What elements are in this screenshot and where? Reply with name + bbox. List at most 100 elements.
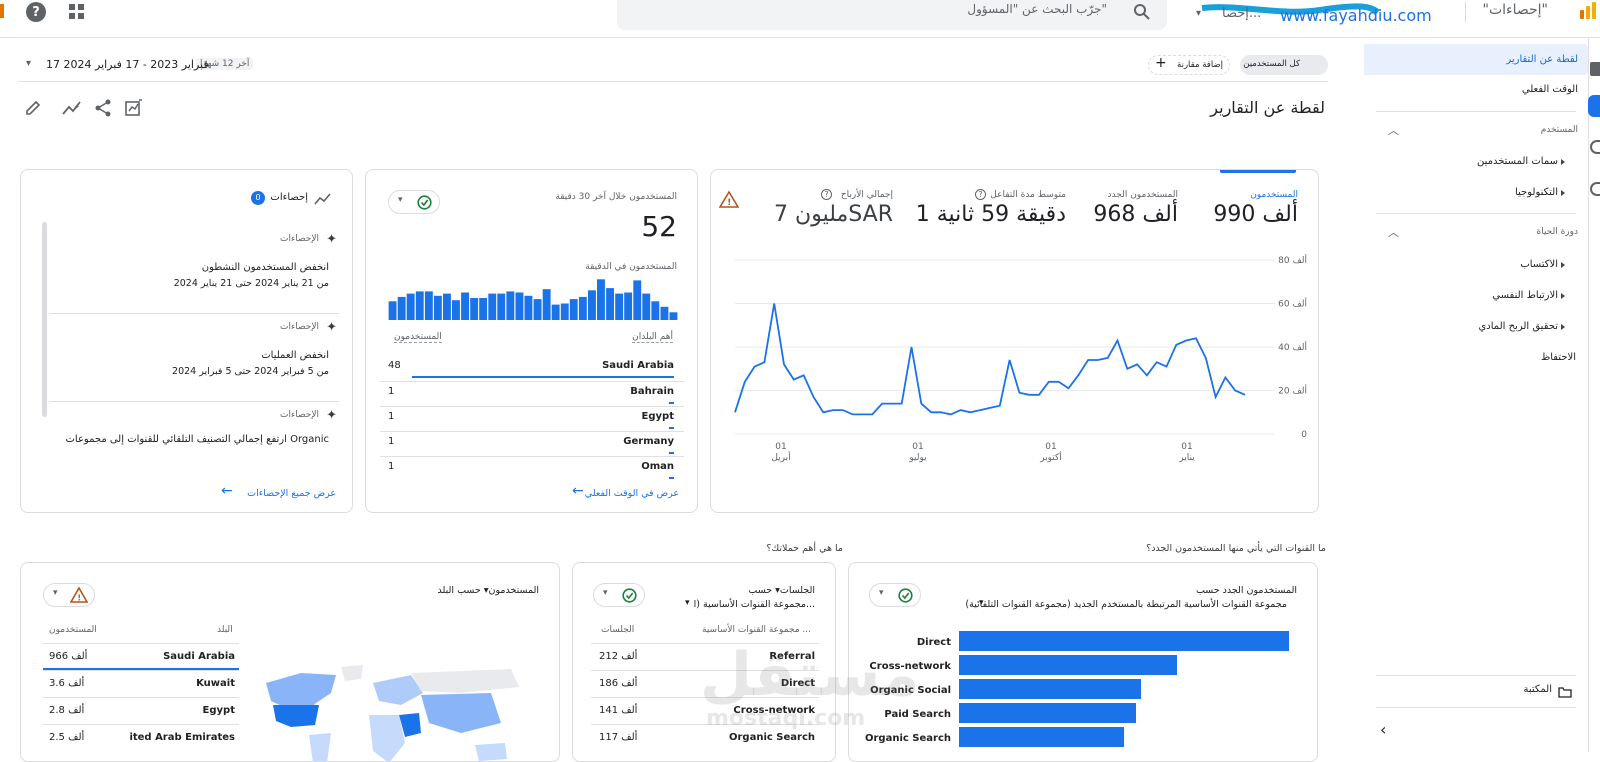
minute-bar: [433, 295, 442, 320]
arrow-left-icon[interactable]: ←: [221, 483, 233, 499]
data-quality-check-button[interactable]: ▾: [388, 190, 440, 214]
table-row[interactable]: ited Arab Emirates 2.5 ألف: [43, 724, 239, 751]
sessions-subtitle[interactable]: مجموعة القنوات الأساسية (ا...: [693, 599, 815, 610]
collapse-nav-icon[interactable]: ‹: [1380, 720, 1387, 739]
app-title[interactable]: "إحصاءات": [1482, 2, 1548, 18]
share-icon[interactable]: [94, 99, 112, 121]
table-row[interactable]: Bahrain 1: [380, 381, 684, 406]
map-greenland: [341, 665, 363, 681]
insight-item[interactable]: ✦ الإحصاءات ارتفع إجمالي التصنيف التلقائي …: [49, 406, 339, 490]
nav-item-monetization[interactable]: تحقيق الربح المادي: [1478, 321, 1558, 332]
help-icon[interactable]: ?: [26, 2, 46, 22]
table-row[interactable]: Egypt 2.8 ألف: [43, 697, 239, 724]
new-users-title[interactable]: المستخدمون الجدد حسب: [1195, 585, 1297, 596]
metric-value-users[interactable]: 990 ألف: [1213, 202, 1298, 227]
world-map[interactable]: [261, 663, 531, 762]
account-selector[interactable]: إحصا...: [1222, 6, 1262, 21]
caret-right-icon[interactable]: [1561, 324, 1565, 330]
folder-icon[interactable]: [1558, 683, 1572, 702]
view-all-insights-link[interactable]: عرض جميع الإحصاءات: [247, 488, 336, 499]
caret-right-icon[interactable]: [1561, 159, 1565, 165]
table-row[interactable]: Organic Search 117 ألف: [591, 724, 819, 751]
sessions-title[interactable]: الجلسات▾ حسب: [748, 585, 815, 596]
chevron-down-icon[interactable]: ▾: [26, 58, 32, 69]
apps-grid-icon[interactable]: [68, 3, 86, 21]
nav-item-user-attributes[interactable]: سمات المستخدمين: [1476, 156, 1558, 167]
table-row[interactable]: Germany 1: [380, 431, 684, 456]
nav-item-realtime[interactable]: الوقت الفعلي: [1521, 84, 1578, 95]
scrollbar[interactable]: [42, 222, 47, 417]
add-comparison-button[interactable]: إضافة مقارنة +: [1148, 55, 1230, 75]
table-row[interactable]: Direct 186 ألف: [591, 670, 819, 697]
caret-right-icon[interactable]: [1561, 293, 1565, 299]
warning-icon[interactable]: !: [718, 190, 740, 212]
table-row[interactable]: Saudi Arabia 966 ألف: [43, 643, 239, 670]
nav-item-engagement[interactable]: الارتباط النفسي: [1492, 290, 1558, 301]
customize-report-icon[interactable]: [125, 99, 143, 121]
arrow-left-icon[interactable]: ←: [572, 483, 584, 499]
chevron-up-icon[interactable]: ︿: [1388, 124, 1399, 137]
rail-home-icon[interactable]: [1590, 62, 1600, 76]
country-name: ited Arab Emirates: [129, 732, 235, 743]
metric-value-new-users[interactable]: 968 ألف: [1093, 202, 1178, 227]
warning-button[interactable]: ! ▾: [43, 583, 95, 607]
new-users-subtitle[interactable]: مجموعة القنوات الأساسية المرتبطة بالمستخ…: [965, 599, 1287, 610]
new-users-bar-chart[interactable]: Direct Cross-network Organic Social Paid Se…: [849, 625, 1318, 755]
nav-item-retention[interactable]: الاحتفاظ: [1540, 352, 1576, 363]
property-url[interactable]: www.fayahdiu.com: [1280, 6, 1432, 25]
metric-value-engagement-time[interactable]: 1 دقيقة 59 ثانية: [915, 202, 1066, 227]
edit-pencil-icon[interactable]: [24, 99, 42, 121]
per-minute-label: المستخدمون في الدقيقة: [585, 262, 677, 272]
table-row[interactable]: Kuwait 3.6 ألف: [43, 670, 239, 697]
nav-item-technology[interactable]: التكنولوجيا: [1514, 187, 1558, 198]
metric-label-new-users[interactable]: المستخدمون الجدد: [1107, 190, 1178, 200]
country-name: Germany: [623, 436, 674, 447]
segment-chip[interactable]: كل المستخدمين: [1240, 55, 1328, 75]
search-input[interactable]: جرّب البحث عن "المسؤول": [967, 2, 1107, 16]
caret-right-icon[interactable]: [1561, 190, 1565, 196]
metric-value-revenue[interactable]: 7 مليونSAR: [774, 202, 893, 227]
per-minute-bar-chart[interactable]: [388, 276, 678, 322]
view-realtime-link[interactable]: عرض في الوقت الفعلي: [584, 488, 679, 499]
users-value: 1: [388, 461, 395, 472]
help-icon[interactable]: ?: [975, 189, 986, 200]
chevron-up-icon[interactable]: ︿: [1388, 226, 1399, 239]
divider: [1376, 111, 1576, 112]
table-row[interactable]: Oman 1: [380, 456, 684, 481]
rail-explore-icon[interactable]: [1590, 140, 1600, 154]
data-quality-check-button[interactable]: ▾: [593, 583, 645, 607]
metric-label-revenue[interactable]: إجمالي الأرباح: [840, 190, 893, 200]
search-bar[interactable]: جرّب البحث عن "المسؤول": [617, 0, 1167, 30]
insight-item[interactable]: ✦ الإحصاءات انخفض المستخدمون النشطون من 21 …: [49, 230, 339, 314]
rail-reports-icon[interactable]: [1588, 95, 1600, 117]
users-value: 1: [388, 436, 395, 447]
chevron-down-icon[interactable]: ▾: [979, 598, 984, 608]
data-quality-check-button[interactable]: ▾: [869, 583, 921, 607]
overview-card: المستخدمون 990 ألف المستخدمون الجدد 968 …: [710, 169, 1319, 513]
table-row[interactable]: Egypt 1: [380, 406, 684, 431]
metric-label-users[interactable]: المستخدمون: [1250, 190, 1298, 200]
insights-sparkle-icon: [314, 191, 332, 210]
minute-bar: [569, 299, 578, 320]
search-icon[interactable]: [1133, 3, 1151, 25]
chevron-down-icon[interactable]: ▾: [685, 598, 690, 608]
table-row[interactable]: Cross-network 141 ألف: [591, 697, 819, 724]
chevron-down-icon: ▾: [603, 588, 608, 598]
nav-item-library[interactable]: المكتبة: [1523, 684, 1552, 695]
insight-item[interactable]: ✦ الإحصاءات انخفض العمليات من 5 فبراير 2024…: [49, 318, 339, 402]
help-icon[interactable]: ?: [821, 189, 832, 200]
chevron-down-icon[interactable]: ▾: [1196, 8, 1202, 19]
table-row[interactable]: Saudi Arabia 48: [380, 356, 684, 381]
minute-bar: [578, 296, 587, 320]
caret-right-icon[interactable]: [1561, 262, 1565, 268]
nav-item-reports-snapshot[interactable]: لقطة عن التقارير: [1506, 54, 1578, 65]
table-row[interactable]: Referral 212 ألف: [591, 643, 819, 670]
nav-item-acquisition[interactable]: الاكتساب: [1520, 259, 1558, 270]
metric-label-engagement-time[interactable]: متوسط مدة التفاعل: [990, 190, 1066, 200]
rail-advertising-icon[interactable]: [1590, 182, 1600, 196]
insights-sparkline-icon[interactable]: ✦: [62, 99, 82, 121]
country-title[interactable]: المستخدمون▾ حسب البلد: [437, 585, 539, 596]
bar: [959, 631, 1289, 651]
date-range-picker[interactable]: 17 فبراير 2023 - 17 فبراير 2024: [46, 58, 209, 71]
